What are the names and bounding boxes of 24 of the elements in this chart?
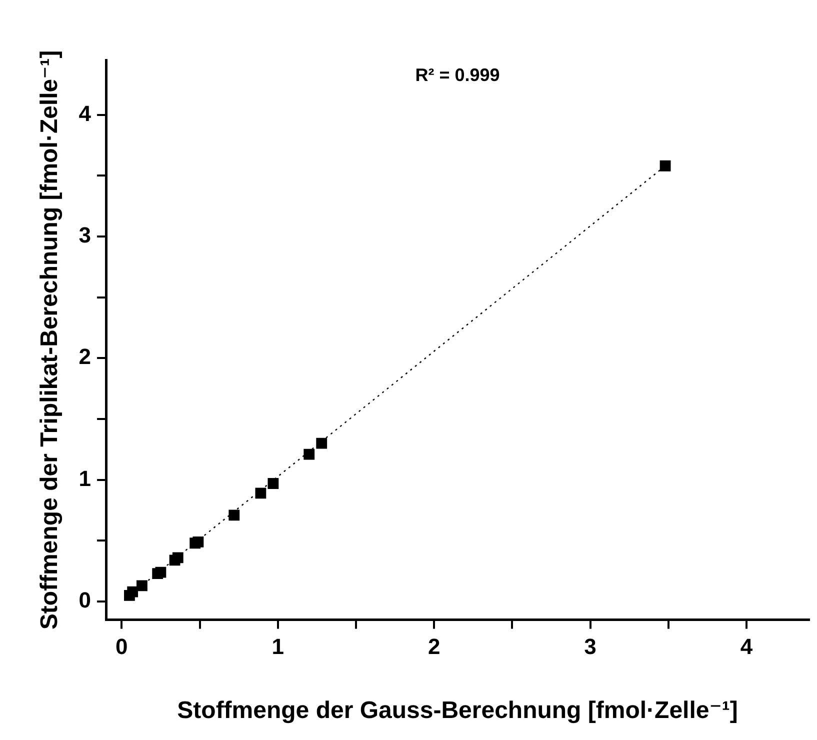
- x-tick-label: 2: [428, 634, 440, 660]
- y-tick-label: 3: [78, 222, 92, 248]
- point: [660, 160, 671, 172]
- point: [304, 448, 315, 460]
- x-axis-title: Stoffmenge der Gauss-Berechnung [fmol·Zelle⁻¹]: [177, 697, 738, 724]
- point: [190, 538, 201, 549]
- y-tick-label: 2: [78, 344, 92, 370]
- point: [152, 568, 164, 580]
- annotation: R² = 0.999: [415, 64, 500, 85]
- x-tick-label: 3: [584, 634, 596, 660]
- x-tick-label: 4: [740, 634, 754, 660]
- point: [255, 488, 266, 499]
- y-tick-label: 0: [78, 588, 92, 613]
- point: [268, 478, 279, 489]
- point: [228, 510, 240, 521]
- x-tick-label: 0: [116, 634, 128, 660]
- y-tick-label: 1: [78, 466, 92, 491]
- point: [136, 580, 148, 592]
- y-tick-label: 4: [78, 100, 92, 126]
- point: [169, 554, 180, 566]
- y-axis-title: Stoffmenge der Triplikat-Berechnung [fmol·Zelle⁻¹]: [36, 50, 64, 630]
- point: [316, 438, 328, 449]
- point: [124, 590, 135, 601]
- x-tick-label: 1: [272, 634, 284, 660]
